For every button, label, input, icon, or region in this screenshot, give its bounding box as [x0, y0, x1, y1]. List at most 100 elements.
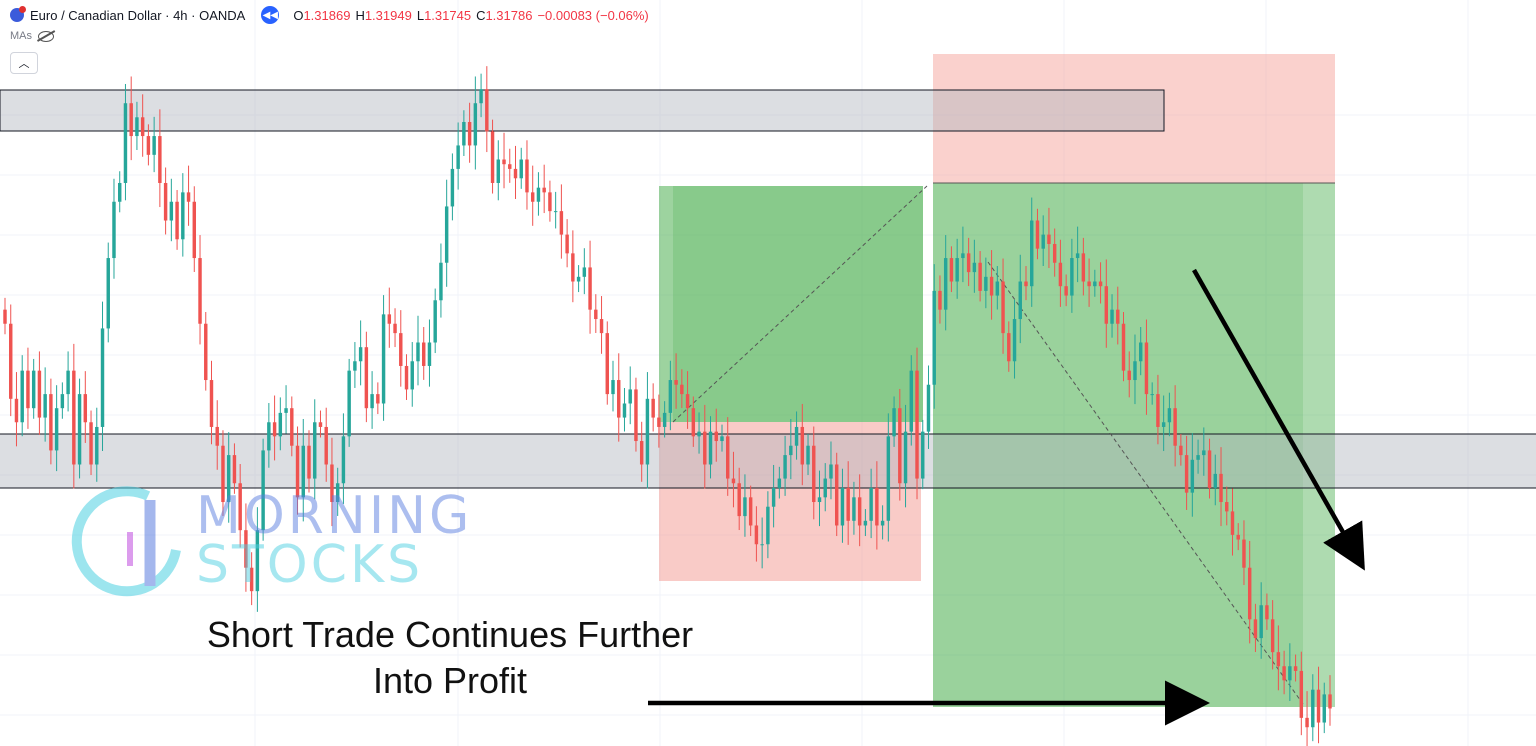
- candle: [1276, 625, 1281, 691]
- candle-body: [353, 361, 357, 371]
- candle: [1052, 228, 1057, 277]
- candle-body: [559, 211, 564, 235]
- candle: [834, 452, 839, 537]
- candle-body: [95, 426, 99, 465]
- candle: [1138, 327, 1143, 376]
- candle: [37, 351, 42, 435]
- candle: [1190, 433, 1195, 517]
- candle-body: [1265, 605, 1269, 620]
- candle-body: [1121, 323, 1126, 371]
- candle: [559, 184, 564, 259]
- symbol-title[interactable]: Euro / Canadian Dollar · 4h · OANDA: [30, 7, 246, 23]
- candle: [972, 239, 977, 293]
- short-target-zone[interactable]: [933, 183, 1335, 707]
- candle: [846, 461, 850, 545]
- candle: [662, 401, 667, 438]
- candle-body: [984, 276, 988, 291]
- support-zone[interactable]: [0, 433, 1536, 489]
- candle: [823, 463, 827, 512]
- candle: [335, 467, 340, 516]
- candle-body: [456, 145, 460, 169]
- candle-body: [662, 412, 667, 427]
- candle-body: [209, 380, 214, 427]
- candle-body: [645, 398, 650, 465]
- candle-body: [313, 422, 317, 479]
- candle-body: [857, 497, 862, 526]
- candle-body: [875, 487, 879, 526]
- candle-body: [37, 370, 42, 418]
- candle-body: [290, 408, 294, 446]
- short-stop-zone[interactable]: [933, 54, 1335, 183]
- candle: [490, 119, 495, 194]
- candle: [112, 178, 116, 279]
- candle: [267, 403, 271, 468]
- candle: [479, 73, 483, 118]
- candle: [1075, 226, 1080, 283]
- candle: [1173, 385, 1177, 467]
- caption-line2: Into Profit: [372, 660, 528, 701]
- candle: [364, 331, 369, 423]
- candle: [106, 242, 110, 343]
- candle-body: [892, 408, 896, 437]
- collapse-legend-button[interactable]: ︿: [10, 52, 38, 74]
- candle-body: [823, 478, 827, 498]
- candle: [1247, 540, 1252, 644]
- candle: [703, 404, 707, 489]
- candle: [1110, 294, 1114, 338]
- candle-body: [1242, 539, 1246, 568]
- candle-body: [697, 431, 701, 437]
- change-value: −0.00083 (−0.06%): [537, 7, 649, 23]
- candle: [869, 468, 873, 539]
- candle-body: [1207, 450, 1212, 488]
- candle: [1150, 382, 1154, 405]
- long-target-zone[interactable]: [659, 186, 923, 422]
- candle: [60, 382, 65, 419]
- resistance-zone[interactable]: [0, 89, 1165, 132]
- candle-body: [1213, 473, 1218, 488]
- replay-icon[interactable]: ◀◀: [261, 6, 280, 24]
- candle: [370, 371, 374, 429]
- candle-body: [1110, 309, 1114, 324]
- candle: [381, 295, 386, 421]
- candle: [639, 421, 644, 482]
- candle-body: [462, 121, 466, 146]
- candle-body: [680, 384, 684, 395]
- candle-body: [9, 323, 13, 399]
- candle: [181, 173, 185, 257]
- annotation-caption: Short Trade Continues Further Into Profi…: [150, 612, 750, 704]
- candle: [410, 342, 414, 407]
- candle: [955, 238, 959, 299]
- candle-body: [399, 333, 403, 366]
- close-value: 1.31786: [485, 7, 533, 23]
- high-value: 1.31949: [364, 7, 412, 23]
- candle: [748, 485, 753, 537]
- candle-body: [754, 525, 759, 545]
- candle: [886, 413, 891, 542]
- eye-hidden-icon[interactable]: [38, 30, 54, 42]
- candle: [1230, 488, 1235, 556]
- candle: [1270, 600, 1275, 670]
- candle: [1184, 435, 1189, 510]
- candle: [1041, 215, 1045, 266]
- candle-body: [1167, 408, 1172, 423]
- candle-body: [1299, 670, 1304, 718]
- mas-label[interactable]: MAs: [10, 30, 32, 42]
- candle-body: [622, 403, 627, 418]
- candle: [416, 315, 420, 386]
- candle: [249, 552, 254, 606]
- candle: [14, 372, 19, 447]
- candle: [1030, 197, 1034, 307]
- candle-body: [834, 464, 839, 526]
- candle: [358, 320, 363, 386]
- candle-body: [1282, 666, 1286, 681]
- candle: [1024, 266, 1028, 301]
- candle-body: [611, 380, 615, 395]
- candle: [1207, 438, 1212, 499]
- candle: [1070, 238, 1074, 313]
- candle: [708, 416, 713, 479]
- candle-body: [422, 342, 426, 366]
- candle-body: [1150, 394, 1154, 396]
- candle: [720, 424, 724, 452]
- candle-body: [1018, 281, 1022, 320]
